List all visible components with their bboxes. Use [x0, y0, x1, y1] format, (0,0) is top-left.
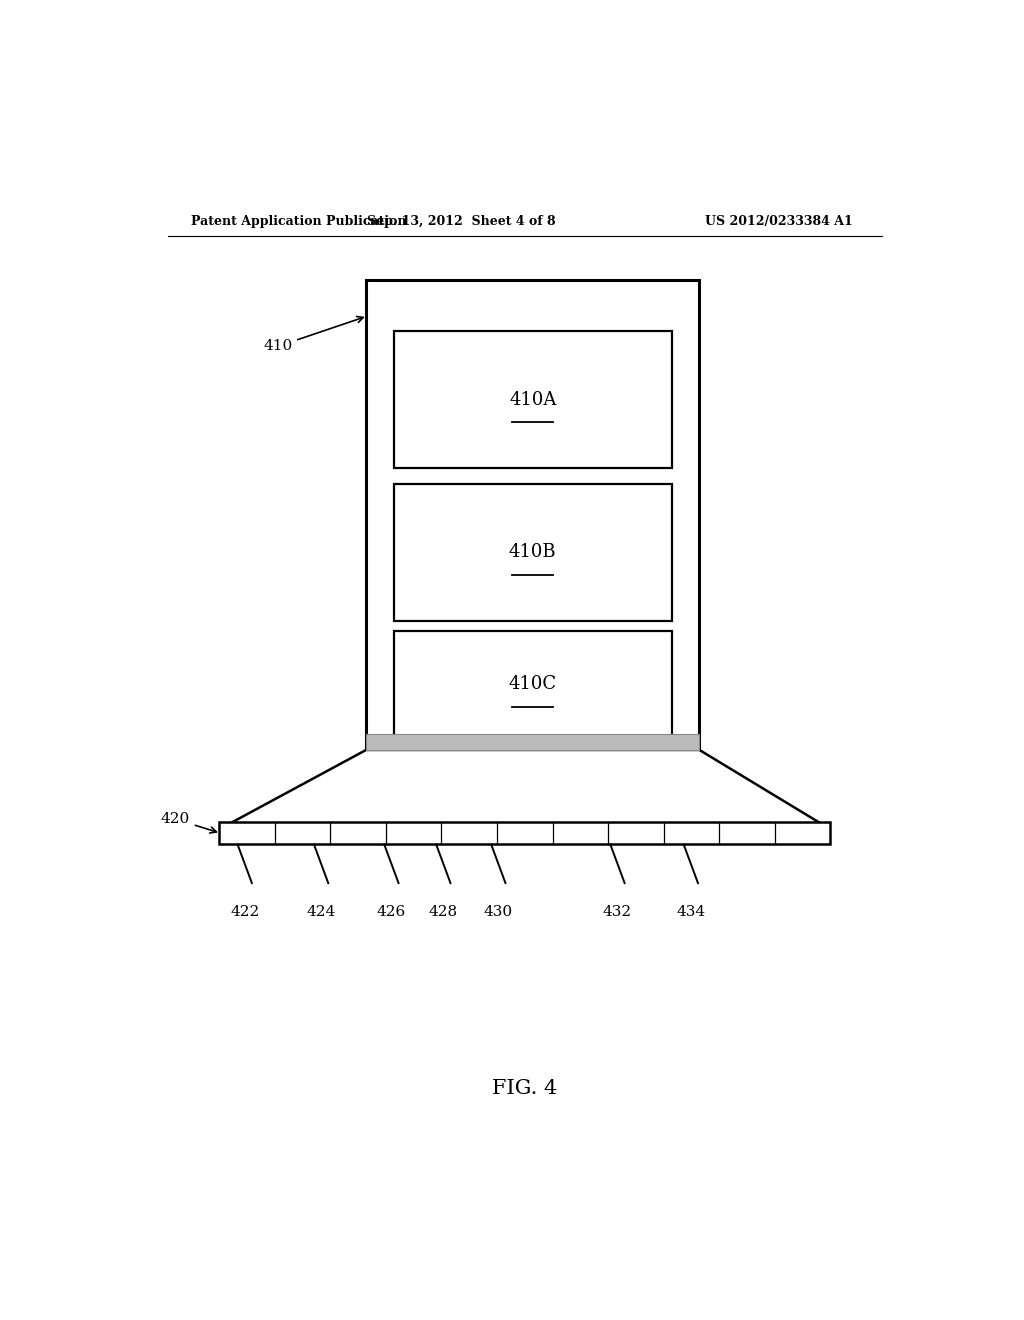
Text: FIG. 4: FIG. 4	[493, 1078, 557, 1098]
Text: Sep. 13, 2012  Sheet 4 of 8: Sep. 13, 2012 Sheet 4 of 8	[367, 215, 556, 228]
Bar	[367, 280, 699, 748]
Bar	[394, 483, 672, 620]
Bar	[394, 331, 672, 469]
Text: 428: 428	[429, 906, 458, 920]
Text: 410C: 410C	[509, 676, 557, 693]
Text: 410B: 410B	[509, 544, 557, 561]
Bar	[367, 734, 699, 750]
Text: US 2012/0233384 A1: US 2012/0233384 A1	[705, 215, 853, 228]
Text: 434: 434	[676, 906, 706, 920]
Text: 424: 424	[306, 906, 336, 920]
Polygon shape	[219, 750, 830, 829]
Text: 422: 422	[230, 906, 259, 920]
Text: 410: 410	[263, 317, 364, 354]
Text: 432: 432	[603, 906, 632, 920]
Bar	[219, 822, 830, 845]
Text: 420: 420	[161, 812, 216, 833]
Text: 430: 430	[483, 906, 513, 920]
Text: 410A: 410A	[509, 391, 556, 409]
Bar	[394, 631, 672, 738]
Text: Patent Application Publication: Patent Application Publication	[191, 215, 407, 228]
Text: 426: 426	[377, 906, 407, 920]
